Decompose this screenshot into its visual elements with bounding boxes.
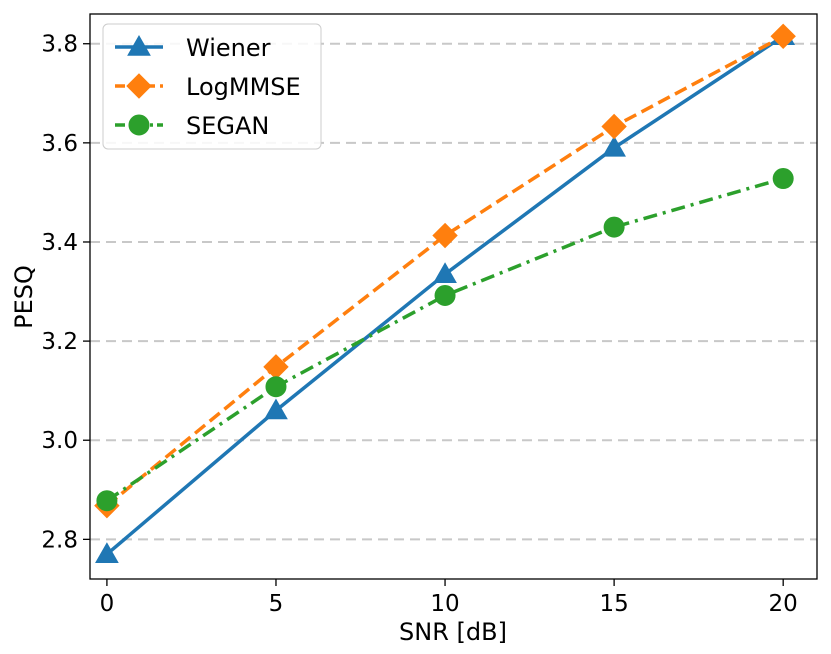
data-point-segan [96,490,118,512]
y-tick-label: 3.8 [41,32,78,58]
legend-label-logmmse: LogMMSE [186,73,301,101]
y-tick-label: 3.6 [41,131,78,157]
y-tick-label: 3.0 [41,428,78,454]
data-point-wiener [95,542,119,563]
legend-marker-segan [128,114,150,136]
x-tick-label: 0 [100,591,115,617]
data-point-segan [603,216,625,238]
x-tick-label: 10 [430,591,459,617]
legend-label-wiener: Wiener [186,34,271,62]
data-point-logmmse [770,23,796,50]
tick-layer: 2.8 3.0 3.2 3.4 3.6 3.8 0 5 10 15 20 [41,32,797,617]
x-tick-label: 20 [769,591,798,617]
data-point-logmmse [432,222,458,249]
y-tick-label: 2.8 [41,527,78,553]
y-tick-label: 3.4 [41,230,78,256]
data-point-wiener [602,135,626,157]
legend-entries: Wiener LogMMSE SEGAN [115,34,301,140]
legend: Wiener LogMMSE SEGAN [102,23,322,150]
legend-marker-logmmse [126,73,152,99]
legend-entry-segan: SEGAN [115,112,269,140]
series-layer [94,23,796,563]
legend-entry-logmmse: LogMMSE [115,73,301,101]
data-point-segan [772,168,794,190]
legend-label-segan: SEGAN [186,112,269,140]
data-point-wiener [433,262,457,283]
y-tick-label: 3.2 [41,329,78,355]
x-axis-label: SNR [dB] [399,618,507,646]
series-line-logmmse [105,34,785,508]
data-point-segan [434,285,456,307]
y-axis-label: PESQ [10,265,38,329]
x-tick-label: 5 [269,591,284,617]
series-segan [96,168,794,512]
data-point-logmmse [601,113,627,140]
data-point-segan [265,376,287,398]
legend-marker-wiener [127,34,151,56]
x-tick-label: 15 [599,591,628,617]
series-wiener [95,24,796,563]
legend-entry-wiener: Wiener [115,34,271,62]
data-point-wiener [264,398,288,420]
plot-frame [89,13,818,580]
legend-box [102,23,322,150]
